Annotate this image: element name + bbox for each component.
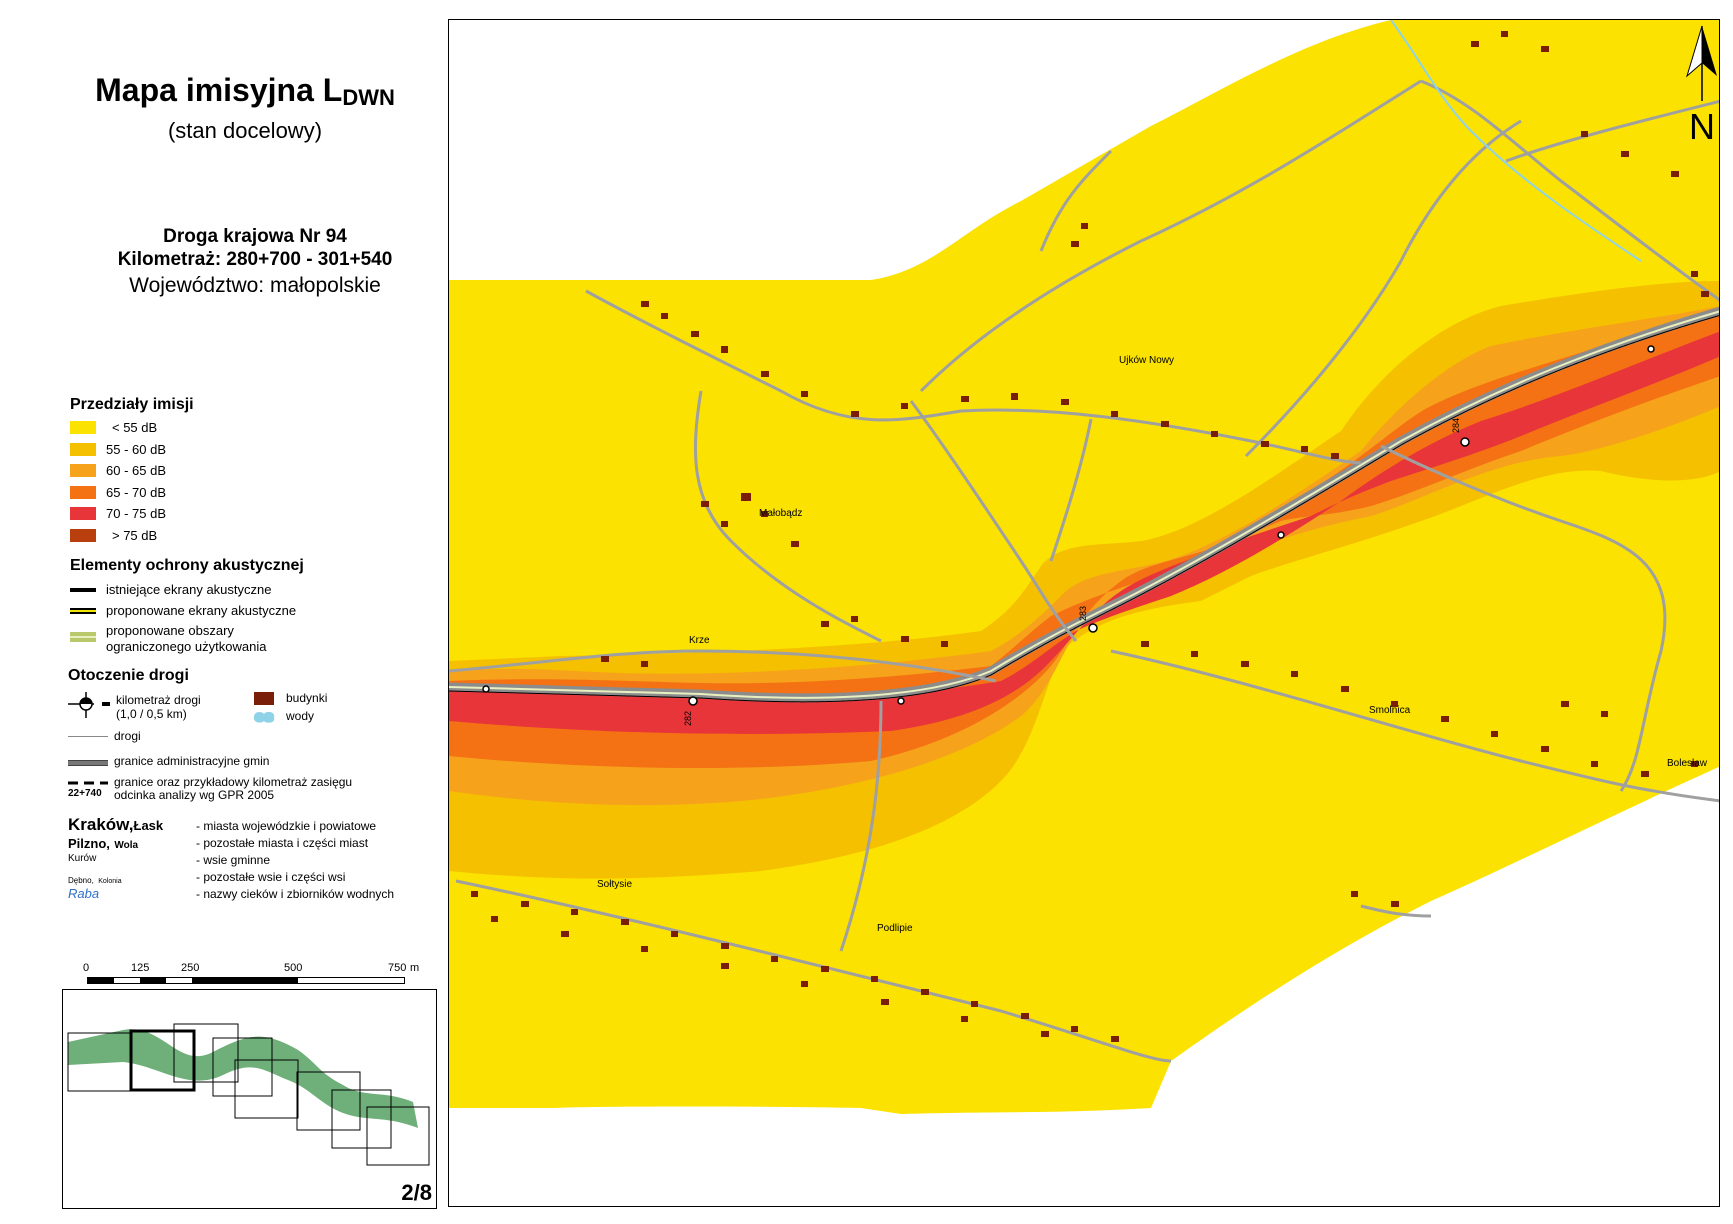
scale-unit: m bbox=[410, 962, 420, 974]
place-boleslaw: Bolesław bbox=[1667, 758, 1708, 769]
restricted-area-symbol bbox=[70, 630, 96, 644]
imission-class-row: 70 - 75 dB bbox=[70, 506, 370, 522]
scale-tick-250: 250 bbox=[181, 962, 200, 974]
scale-bar-frame bbox=[87, 977, 405, 984]
scale-tick-0: 0 bbox=[83, 962, 90, 974]
typo-hamlet-desc: - pozostałe wsie i części wsi bbox=[196, 870, 346, 884]
typo-water-sample: Raba bbox=[68, 886, 100, 901]
road-voivodeship: Województwo: małopolskie bbox=[129, 274, 381, 297]
water-label: wody bbox=[286, 709, 315, 723]
imission-class-label: > 75 dB bbox=[112, 527, 158, 543]
zone-65-70 bbox=[449, 316, 1719, 768]
imission-class-swatch bbox=[70, 421, 96, 434]
imission-class-swatch bbox=[70, 528, 96, 542]
existing-screens-label: istniejące ekrany akustyczne bbox=[106, 582, 272, 597]
proposed-screen-symbol bbox=[70, 604, 96, 618]
map-subtitle: (stan docelowy) bbox=[167, 118, 323, 143]
kilometer-marker-icon bbox=[68, 692, 110, 718]
buildings-label: budynki bbox=[286, 691, 328, 705]
local-roads bbox=[449, 79, 1719, 1063]
typo-village-desc: - wsie gminne bbox=[196, 853, 271, 867]
imission-class-label: 55 - 60 dB bbox=[106, 441, 166, 457]
building-symbol bbox=[254, 692, 274, 705]
place-krze: Krze bbox=[689, 635, 710, 646]
place-podlipie: Podlipie bbox=[877, 923, 913, 934]
road-symbol bbox=[68, 736, 108, 737]
typo-town-sample: Pilzno, Wola bbox=[68, 835, 138, 853]
scale-tick-500: 500 bbox=[284, 962, 303, 974]
imission-legend-title: Przedziały imisji bbox=[70, 396, 194, 413]
roads-label: drogi bbox=[114, 729, 141, 743]
typo-city-sample-1: Kraków, bbox=[68, 815, 134, 834]
imission-class-swatch bbox=[70, 442, 96, 456]
north-label: N bbox=[1689, 106, 1715, 147]
proposed-screens-label: proponowane ekrany akustyczne bbox=[106, 603, 297, 618]
place-smolnica: Smolnica bbox=[1369, 705, 1411, 716]
restricted-area-label-2: ograniczonego użytkowania bbox=[106, 639, 267, 654]
north-arrow-icon bbox=[1686, 25, 1717, 101]
noise-map: 282 283 284 N Ujków Nowy Małobądz Krze S… bbox=[448, 19, 1720, 1207]
km-label-1: kilometraż drogi bbox=[116, 693, 201, 707]
map-title: Mapa imisyjna LDWN bbox=[60, 72, 430, 110]
imission-class-row: 55 - 60 dB bbox=[70, 442, 370, 458]
admin-borders-label: granice administracyjne gmin bbox=[114, 754, 270, 768]
noise-map-canvas: 282 283 284 N Ujków Nowy Małobądz Krze S… bbox=[449, 20, 1719, 1114]
admin-border-symbol bbox=[68, 760, 108, 766]
typo-city-desc: - miasta wojewódzkie i powiatowe bbox=[196, 819, 377, 833]
imission-class-label: < 55 dB bbox=[112, 420, 158, 435]
typo-hamlet-sample-2: Kolonia bbox=[98, 878, 122, 885]
road-kilometrage: Kilometraż: 280+700 - 301+540 bbox=[117, 249, 393, 270]
imission-class-swatch bbox=[70, 464, 96, 477]
protection-legend-title: Elementy ochrony akustycznej bbox=[70, 557, 304, 574]
place-ujkow-nowy: Ujków Nowy bbox=[1119, 355, 1174, 366]
existing-screen-symbol bbox=[70, 583, 96, 597]
buildings bbox=[471, 31, 1709, 1042]
road-name: Droga krajowa Nr 94 bbox=[163, 226, 347, 247]
km-markers bbox=[482, 345, 1655, 706]
overview-corridor bbox=[67, 1023, 430, 1166]
typo-city-sample-2: Łask bbox=[133, 818, 164, 833]
imission-class-label: 70 - 75 dB bbox=[106, 506, 166, 521]
overview-map: 2/8 bbox=[62, 989, 437, 1209]
analysis-label-2: odcinka analizy wg GPR 2005 bbox=[114, 788, 275, 802]
typo-town-desc: - pozostałe miasta i części miast bbox=[196, 836, 369, 850]
surroundings-legend: kilometraż drogi (1,0 / 0,5 km) budynki … bbox=[68, 690, 438, 920]
imission-class-swatch bbox=[70, 507, 96, 520]
imission-class-row: < 55 dB bbox=[70, 420, 370, 436]
analysis-border-symbol bbox=[68, 781, 108, 785]
imission-class-swatch bbox=[70, 485, 96, 499]
typo-village-sample: Kurów bbox=[68, 853, 97, 864]
scale-tick-125: 125 bbox=[131, 962, 150, 974]
imission-class-row: 65 - 70 dB bbox=[70, 485, 370, 501]
typo-hamlet-sample: Dębno, Kolonia bbox=[68, 870, 122, 888]
typo-water-desc: - nazwy cieków i zbiorników wodnych bbox=[196, 887, 395, 901]
km-label-2: (1,0 / 0,5 km) bbox=[116, 707, 187, 721]
typo-town-sample-1: Pilzno, bbox=[68, 836, 110, 851]
typo-hamlet-sample-1: Dębno, bbox=[68, 876, 94, 885]
analysis-label-1: granice oraz przykładowy kilometraż zasi… bbox=[114, 775, 353, 789]
km-label-282: 282 bbox=[683, 711, 693, 726]
surroundings-legend-title: Otoczenie drogi bbox=[68, 667, 189, 684]
typo-city-sample: Kraków,Łask bbox=[68, 815, 163, 835]
imission-class-label: 65 - 70 dB bbox=[106, 484, 166, 500]
title-text: Mapa imisyjna L bbox=[95, 72, 343, 108]
place-malobadz: Małobądz bbox=[759, 508, 802, 519]
scale-tick-750: 750 bbox=[388, 962, 407, 974]
km-label-284: 284 bbox=[1451, 418, 1461, 433]
analysis-km-sample: 22+740 bbox=[68, 788, 102, 799]
water-symbol bbox=[253, 711, 275, 723]
imission-class-row: > 75 dB bbox=[70, 528, 370, 544]
scale-bar: 0 125 250 500 750 m bbox=[80, 958, 440, 988]
imission-class-label: 60 - 65 dB bbox=[106, 463, 166, 478]
place-soltysie: Sołtysie bbox=[597, 879, 632, 890]
title-subscript: DWN bbox=[342, 85, 395, 110]
typo-town-sample-2: Wola bbox=[114, 840, 139, 851]
imission-class-row: 60 - 65 dB bbox=[70, 463, 370, 479]
restricted-area-label-1: proponowane obszary bbox=[106, 623, 234, 638]
sheet-number: 2/8 bbox=[401, 1180, 432, 1205]
km-label-283: 283 bbox=[1078, 606, 1088, 621]
stream bbox=[1390, 20, 1642, 262]
